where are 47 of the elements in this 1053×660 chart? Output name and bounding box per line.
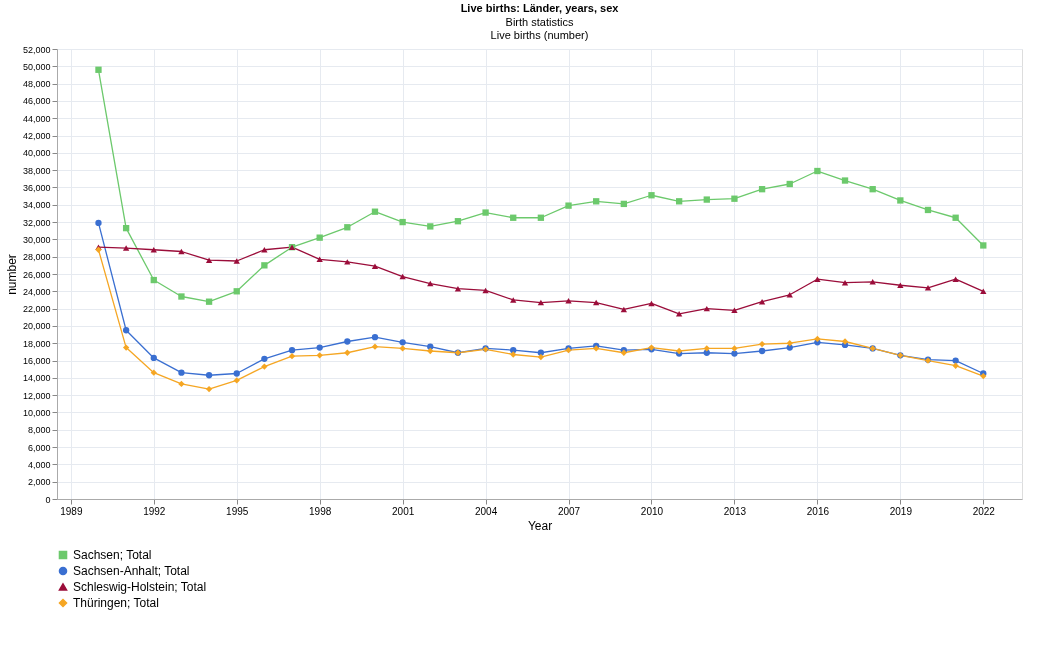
y-tick-label: 18,000 — [22, 338, 51, 349]
y-tick-label: 40,000 — [22, 148, 51, 159]
legend-label: Sachsen; Total — [73, 548, 152, 562]
y-tick-label: 52,000 — [22, 44, 51, 55]
legend-label: Thüringen; Total — [73, 596, 159, 610]
x-tick-label: 2007 — [557, 505, 581, 517]
chart-subtitle: Birth statistics Live births (number) — [490, 16, 589, 41]
y-tick-label: 34,000 — [22, 200, 51, 211]
y-tick-label: 42,000 — [22, 131, 51, 142]
y-tick-label: 22,000 — [22, 304, 51, 315]
x-tick-label: 2016 — [806, 505, 830, 517]
y-tick-label: 36,000 — [22, 182, 51, 193]
y-tick-label: 38,000 — [22, 165, 51, 176]
y-tick-label: 10,000 — [22, 407, 51, 418]
y-axis-title: number — [4, 254, 19, 295]
y-tick-label: 4,000 — [27, 459, 51, 470]
y-tick-label: 6,000 — [27, 442, 51, 453]
x-tick-label: 2004 — [474, 505, 498, 517]
y-tick-label: 32,000 — [22, 217, 51, 228]
y-tick-label: 44,000 — [22, 113, 51, 124]
chart-title: Live births: Länder, years, sex — [460, 2, 620, 14]
x-tick-label: 2010 — [640, 505, 664, 517]
x-tick-label: 2001 — [392, 505, 415, 517]
legend-label: Schleswig-Holstein; Total — [73, 580, 207, 594]
y-tick-label: 12,000 — [22, 390, 51, 401]
y-tick-label: 8,000 — [27, 425, 51, 436]
x-tick-label: 1998 — [309, 505, 332, 517]
y-tick-label: 28,000 — [22, 252, 51, 263]
y-tick-label: 0 — [45, 494, 51, 505]
y-tick-label: 46,000 — [22, 96, 51, 107]
x-tick-label: 2013 — [723, 505, 747, 517]
x-axis-title: Year — [527, 518, 553, 533]
y-tick-label: 26,000 — [22, 269, 51, 280]
x-tick-label: 2019 — [889, 505, 913, 517]
y-tick-label: 48,000 — [22, 79, 51, 90]
x-tick-label: 1989 — [60, 505, 83, 517]
y-tick-label: 50,000 — [22, 61, 51, 72]
y-tick-label: 30,000 — [22, 234, 51, 245]
y-tick-label: 14,000 — [22, 373, 51, 384]
x-tick-label: 2022 — [972, 505, 996, 517]
y-tick-label: 24,000 — [22, 286, 51, 297]
legend-label: Sachsen-Anhalt; Total — [73, 564, 190, 578]
y-tick-label: 16,000 — [22, 356, 51, 367]
y-tick-label: 20,000 — [22, 321, 51, 332]
y-tick-label: 2,000 — [27, 477, 51, 488]
x-tick-label: 1995 — [226, 505, 249, 517]
x-tick-label: 1992 — [143, 505, 166, 517]
